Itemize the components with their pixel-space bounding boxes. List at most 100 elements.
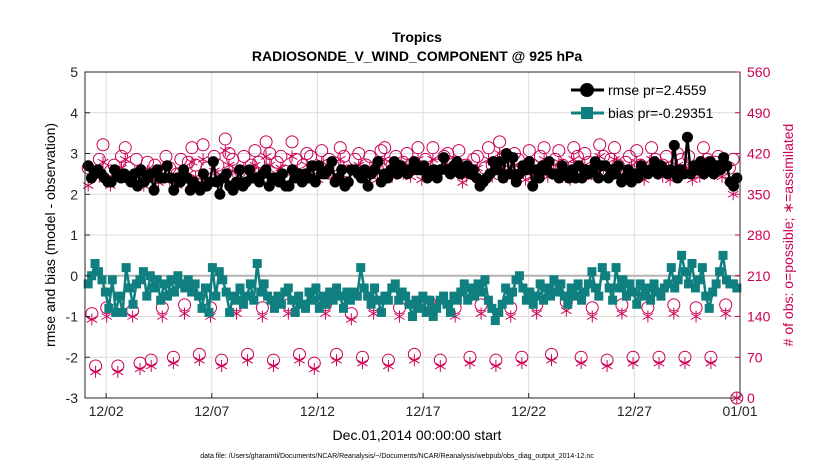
bias-point	[273, 291, 283, 301]
bias-point	[456, 287, 466, 297]
rmse-point	[168, 184, 180, 196]
bias-point	[646, 295, 656, 305]
assimilated-stroke	[690, 313, 702, 320]
bias-point	[370, 283, 380, 293]
bias-point	[590, 283, 600, 293]
legend-bias-label: bias pr=-0.29351	[608, 105, 714, 121]
assimilated-stroke	[616, 310, 628, 318]
assimilated-point	[197, 153, 209, 166]
bias-point	[480, 275, 490, 285]
bias-point	[232, 295, 242, 305]
assimilated-stroke	[242, 356, 254, 364]
possible-point	[96, 138, 110, 152]
bias-point	[497, 299, 507, 309]
bias-point	[525, 287, 535, 297]
bias-point	[128, 299, 138, 309]
bias-point	[256, 287, 266, 297]
y-left-tick-label: 5	[70, 64, 78, 80]
assimilated-point	[408, 354, 420, 367]
rmse-point	[494, 156, 506, 168]
assimilated-stroke	[216, 362, 228, 370]
assimilated-point	[464, 357, 476, 370]
bias-point	[552, 287, 562, 297]
assimilated-point	[601, 359, 613, 372]
bias-point	[366, 299, 376, 309]
bias-point	[504, 295, 514, 305]
bias-point	[628, 287, 638, 297]
assimilated-stroke	[490, 362, 502, 370]
bias-point	[159, 279, 169, 289]
bias-point	[111, 307, 121, 317]
assimilated-stroke	[286, 152, 298, 160]
assimilated-point	[627, 357, 639, 370]
bias-point	[425, 295, 435, 305]
assimilated-stroke	[357, 359, 368, 367]
bias-point	[183, 275, 193, 285]
bias-point	[221, 287, 231, 297]
bias-point	[190, 279, 200, 289]
assimilated-point	[134, 362, 146, 375]
legend-rmse-label: rmse pr=2.4559	[608, 82, 707, 98]
assimilated-stroke	[331, 356, 342, 364]
bias-point	[632, 299, 642, 309]
bias-point	[225, 307, 235, 317]
x-tick-label: 01/01	[722, 403, 757, 419]
rmse-point	[527, 180, 539, 192]
assimilated-point	[516, 357, 528, 370]
bias-point	[715, 267, 725, 277]
assimilated-point	[97, 156, 109, 169]
assimilated-point	[475, 307, 487, 320]
assimilated-point	[260, 150, 272, 163]
bias-point	[490, 316, 500, 326]
bias-point	[235, 283, 245, 293]
assimilated-stroke	[86, 315, 98, 323]
y-left-tick-label: -2	[66, 349, 79, 365]
y-left-tick-label: 0	[70, 268, 78, 284]
bias-point	[694, 275, 704, 285]
assimilated-stroke	[575, 359, 587, 367]
bias-point	[218, 275, 228, 285]
assimilated-stroke	[97, 158, 109, 166]
y-right-tick-label: 490	[747, 105, 771, 121]
bias-point	[418, 291, 428, 301]
assimilated-stroke	[112, 368, 124, 376]
bias-point	[114, 291, 124, 301]
assimilated-point	[268, 359, 279, 372]
bias-point	[708, 287, 718, 297]
rmse-point	[197, 168, 209, 180]
rmse-point	[283, 180, 295, 192]
y-right-tick-label: 140	[747, 309, 771, 325]
bias-point	[618, 275, 628, 285]
assimilated-stroke	[427, 155, 439, 163]
bias-point	[138, 267, 148, 277]
bias-point	[345, 295, 355, 305]
assimilated-point	[308, 362, 320, 375]
bias-point	[383, 295, 393, 305]
bias-point	[90, 259, 100, 269]
assimilated-point	[90, 365, 102, 378]
assimilated-point	[357, 357, 368, 370]
bias-point	[421, 307, 431, 317]
assimilated-point	[193, 354, 205, 367]
bias-point	[311, 283, 321, 293]
assimilated-stroke	[179, 310, 190, 318]
chart-title: Tropics	[392, 29, 442, 45]
bias-point	[401, 291, 411, 301]
rmse-point	[234, 164, 246, 176]
x-tick-label: 12/12	[300, 403, 335, 419]
bias-point	[656, 291, 666, 301]
assimilated-stroke	[268, 362, 279, 370]
assimilated-stroke	[531, 310, 543, 318]
y-left-tick-label: -1	[66, 309, 79, 325]
bias-point	[483, 295, 493, 305]
assimilated-stroke	[601, 362, 613, 370]
assimilated-point	[119, 153, 131, 166]
rmse-point	[721, 160, 733, 172]
x-tick-label: 12/17	[406, 403, 441, 419]
y-left-tick-label: -3	[66, 390, 79, 406]
bias-point	[494, 307, 504, 317]
assimilated-point	[382, 359, 394, 372]
bias-point	[194, 291, 204, 301]
bias-point	[514, 271, 524, 281]
